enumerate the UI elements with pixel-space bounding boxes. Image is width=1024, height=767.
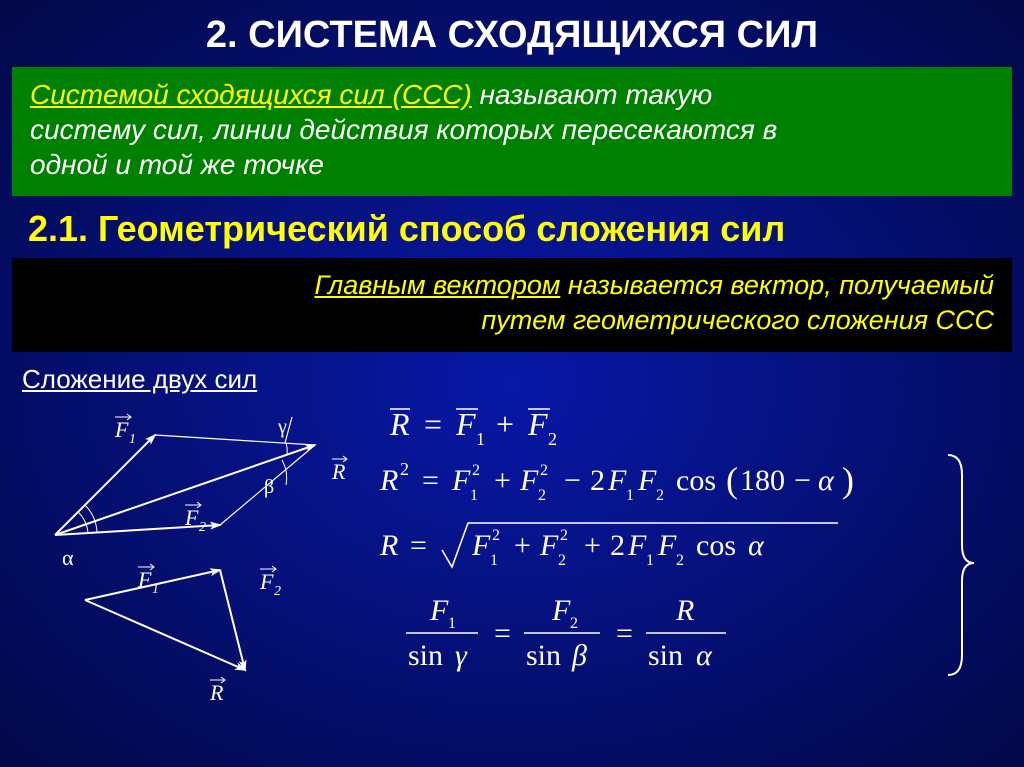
right-brace bbox=[948, 455, 974, 675]
svg-text:2: 2 bbox=[590, 464, 605, 497]
def1-lead: Системой сходящихся сил (ССС) bbox=[30, 79, 472, 110]
svg-text:): ) bbox=[842, 460, 854, 500]
svg-text:1: 1 bbox=[626, 487, 634, 504]
subheading-two-forces: Сложение двух сил bbox=[0, 352, 1024, 395]
svg-text:cos: cos bbox=[696, 529, 736, 562]
svg-text:2: 2 bbox=[610, 529, 625, 562]
label-alpha: α bbox=[62, 545, 74, 570]
section-subtitle: 2.1. Геометрический способ сложения сил bbox=[0, 196, 1024, 256]
svg-text:=: = bbox=[422, 464, 439, 497]
svg-text:R: R bbox=[379, 529, 398, 562]
svg-text:1: 1 bbox=[490, 552, 498, 569]
svg-text:sin: sin bbox=[526, 639, 561, 672]
label-beta: β bbox=[264, 476, 274, 498]
equation-2: R 2 = F 1 2 + F 2 2 − 2 F 1 F 2 cos bbox=[379, 459, 854, 504]
tri-label-f2: F bbox=[259, 569, 274, 594]
svg-text:α: α bbox=[696, 639, 713, 672]
svg-text:2: 2 bbox=[570, 615, 578, 632]
svg-text:α: α bbox=[748, 529, 765, 562]
def2-rest: называется вектор, получаемый bbox=[560, 270, 994, 300]
svg-text:2: 2 bbox=[538, 487, 546, 504]
tri-label-f1: F bbox=[137, 567, 152, 592]
tri-label-r: R bbox=[209, 680, 224, 705]
tri-label-f2-sub: 2 bbox=[274, 584, 281, 599]
svg-text:F: F bbox=[519, 464, 539, 497]
svg-text:2: 2 bbox=[540, 462, 548, 479]
equation-4: F 1 sin γ = F 2 sin β = R sin bbox=[406, 594, 726, 672]
svg-text:R: R bbox=[389, 406, 410, 442]
def2-lead: Главным вектором bbox=[314, 270, 560, 300]
svg-text:=: = bbox=[616, 617, 633, 650]
svg-text:2: 2 bbox=[656, 487, 664, 504]
svg-text:cos: cos bbox=[676, 464, 716, 497]
svg-text:F: F bbox=[429, 594, 449, 627]
tri-vector-r bbox=[85, 600, 245, 670]
svg-text:180: 180 bbox=[740, 464, 785, 497]
def1-line2: систему сил, линии действия которых пере… bbox=[30, 114, 777, 145]
svg-text:R: R bbox=[675, 594, 694, 627]
svg-text:+: + bbox=[514, 529, 531, 562]
vector-f1 bbox=[55, 435, 155, 535]
svg-text:F: F bbox=[527, 406, 548, 442]
svg-text:F: F bbox=[455, 406, 476, 442]
definition-box-1: Системой сходящихся сил (ССС) называют т… bbox=[12, 67, 1012, 196]
tri-label-f1-sub: 1 bbox=[152, 582, 159, 597]
svg-text:2: 2 bbox=[676, 552, 684, 569]
svg-text:=: = bbox=[424, 406, 442, 442]
label-f1-sub: 1 bbox=[129, 432, 136, 447]
svg-text:F: F bbox=[551, 594, 571, 627]
label-f2: F bbox=[184, 505, 199, 530]
svg-text:F: F bbox=[657, 529, 677, 562]
svg-text:2: 2 bbox=[400, 459, 409, 479]
svg-text:1: 1 bbox=[448, 615, 456, 632]
svg-text:−: − bbox=[564, 464, 581, 497]
svg-text:F: F bbox=[637, 464, 657, 497]
parallelogram-side-top bbox=[155, 435, 315, 445]
svg-text:1: 1 bbox=[476, 429, 485, 449]
svg-text:2: 2 bbox=[558, 552, 566, 569]
svg-text:γ: γ bbox=[455, 639, 468, 672]
svg-text:sin: sin bbox=[648, 639, 683, 672]
svg-text:1: 1 bbox=[646, 552, 654, 569]
svg-text:2: 2 bbox=[492, 527, 500, 544]
label-f2-sub: 2 bbox=[199, 520, 206, 535]
def2-line2: путем геометрического сложения ССС bbox=[481, 305, 994, 335]
svg-text:=: = bbox=[410, 529, 427, 562]
equation-1: R = F 1 + F 2 bbox=[389, 406, 557, 449]
def1-rest1: называют такую bbox=[472, 79, 712, 110]
equation-3: R = F 1 2 + F 2 2 + 2 F 1 F 2 bbox=[379, 523, 838, 569]
svg-text:2: 2 bbox=[548, 429, 557, 449]
svg-text:F: F bbox=[451, 464, 471, 497]
label-f1: F bbox=[114, 417, 129, 442]
svg-text:F: F bbox=[607, 464, 627, 497]
svg-text:β: β bbox=[571, 639, 587, 672]
svg-text:F: F bbox=[627, 529, 647, 562]
svg-text:2: 2 bbox=[560, 527, 568, 544]
svg-text:2: 2 bbox=[472, 462, 480, 479]
svg-text:α: α bbox=[818, 464, 835, 497]
vector-diagrams: F 1 F 2 R α β γ F 1 bbox=[30, 405, 370, 715]
definition-box-2: Главным вектором называется вектор, полу… bbox=[12, 258, 1012, 352]
def1-line3: одной и той же точке bbox=[30, 149, 324, 180]
svg-text:sin: sin bbox=[408, 639, 443, 672]
label-r: R bbox=[331, 459, 346, 484]
label-gamma: γ bbox=[277, 416, 287, 438]
svg-text:F: F bbox=[471, 529, 491, 562]
svg-text:+: + bbox=[584, 529, 601, 562]
svg-text:F: F bbox=[539, 529, 559, 562]
formula-block: R = F 1 + F 2 R 2 = F 1 bbox=[360, 395, 1000, 715]
tri-vector-f2 bbox=[220, 570, 245, 670]
arc-alpha-1 bbox=[78, 512, 88, 533]
svg-text:+: + bbox=[494, 464, 511, 497]
svg-text:(: ( bbox=[726, 460, 738, 500]
svg-text:=: = bbox=[494, 617, 511, 650]
svg-text:R: R bbox=[379, 464, 398, 497]
svg-text:+: + bbox=[496, 406, 514, 442]
svg-text:1: 1 bbox=[470, 487, 478, 504]
slide-title: 2. СИСТЕМА СХОДЯЩИХСЯ СИЛ bbox=[0, 0, 1024, 65]
svg-text:−: − bbox=[794, 464, 811, 497]
arc-gamma bbox=[286, 443, 287, 455]
